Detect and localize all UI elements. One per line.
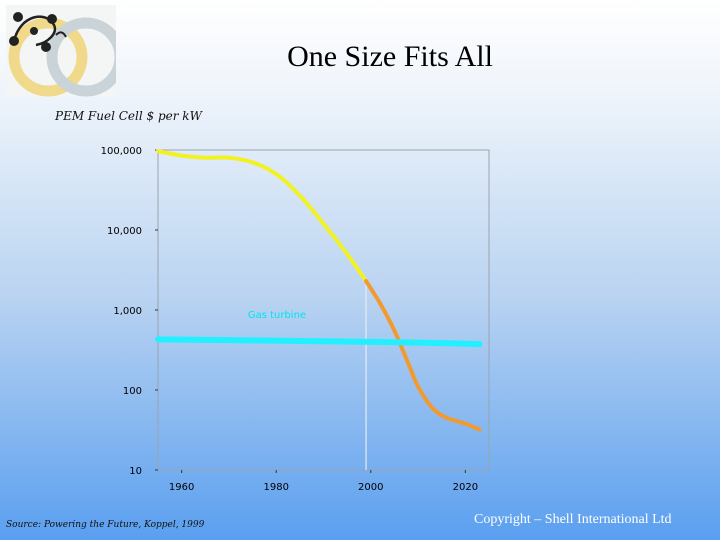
source-note: Source: Powering the Future, Koppel, 199… [6,520,205,530]
copyright-note: Copyright – Shell International Ltd [474,512,672,527]
x-tick-label: 2000 [358,482,383,493]
x-tick-label: 1960 [169,482,194,493]
shell-scenario-logo [6,5,126,97]
shell-scenario-rings-logo-icon [8,12,126,97]
gas-turbine-label: Gas turbine [248,310,306,321]
y-tick-label: 10 [129,466,142,477]
fuel-cell-projected-line [364,279,482,432]
fuel-cell-historic-line [156,149,369,284]
x-tick-label: 2020 [453,482,478,493]
y-tick-label: 1,000 [113,306,142,317]
y-tick-label: 100 [123,386,142,397]
y-tick-label: 10,000 [107,226,142,237]
x-tick-label: 1980 [263,482,288,493]
slide-title: One Size Fits All [287,40,493,73]
y-tick-label: 100,000 [101,146,142,157]
plot-area [157,149,490,471]
gas-turbine-line [155,336,483,348]
chart-y-axis-label: PEM Fuel Cell $ per kW [55,109,202,123]
